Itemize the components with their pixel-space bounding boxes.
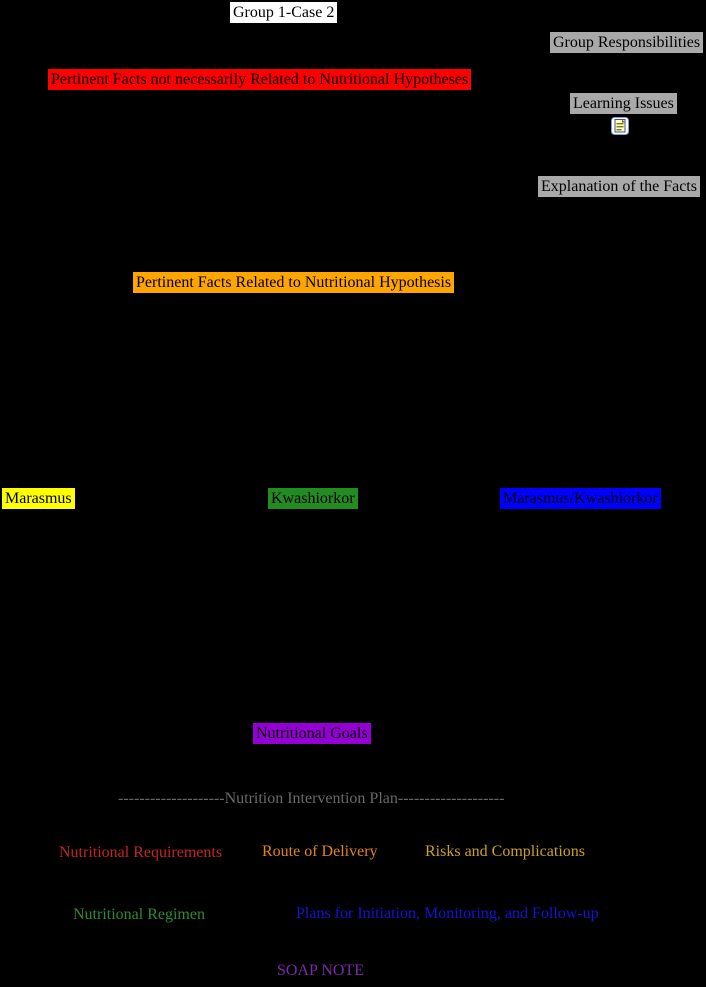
node-pertinent-facts-related[interactable]: Pertinent Facts Related to Nutritional H… (133, 272, 455, 293)
node-marasmus-kwashiorkor[interactable]: Marasmus/Kwashiorkor (500, 488, 661, 509)
label-nutritional-requirements[interactable]: Nutritional Requirements (59, 844, 223, 861)
node-group-responsibilities[interactable]: Group Responsibilities (550, 32, 704, 53)
label-nutritional-regimen[interactable]: Nutritional Regimen (73, 906, 205, 923)
document-note-icon[interactable] (611, 116, 629, 136)
node-pertinent-facts-not-related[interactable]: Pertinent Facts not necessarily Related … (48, 69, 472, 90)
label-plans-for-initiation[interactable]: Plans for Initiation, Monitoring, and Fo… (296, 905, 599, 922)
node-kwashiorkor[interactable]: Kwashiorkor (268, 488, 358, 509)
label-soap-note[interactable]: SOAP NOTE (277, 962, 364, 979)
label-risks-and-complications[interactable]: Risks and Complications (425, 843, 585, 860)
node-explanation-of-the-facts[interactable]: Explanation of the Facts (538, 176, 700, 197)
document-note-icon-glyph (611, 117, 629, 135)
nutrition-intervention-plan-divider[interactable]: --------------------Nutrition Interventi… (118, 790, 505, 807)
label-route-of-delivery[interactable]: Route of Delivery (262, 843, 378, 860)
node-marasmus[interactable]: Marasmus (2, 488, 75, 509)
node-nutritional-goals[interactable]: Nutritional Goals (253, 723, 371, 744)
node-learning-issues[interactable]: Learning Issues (570, 93, 677, 114)
node-group-case-title[interactable]: Group 1-Case 2 (230, 2, 338, 23)
